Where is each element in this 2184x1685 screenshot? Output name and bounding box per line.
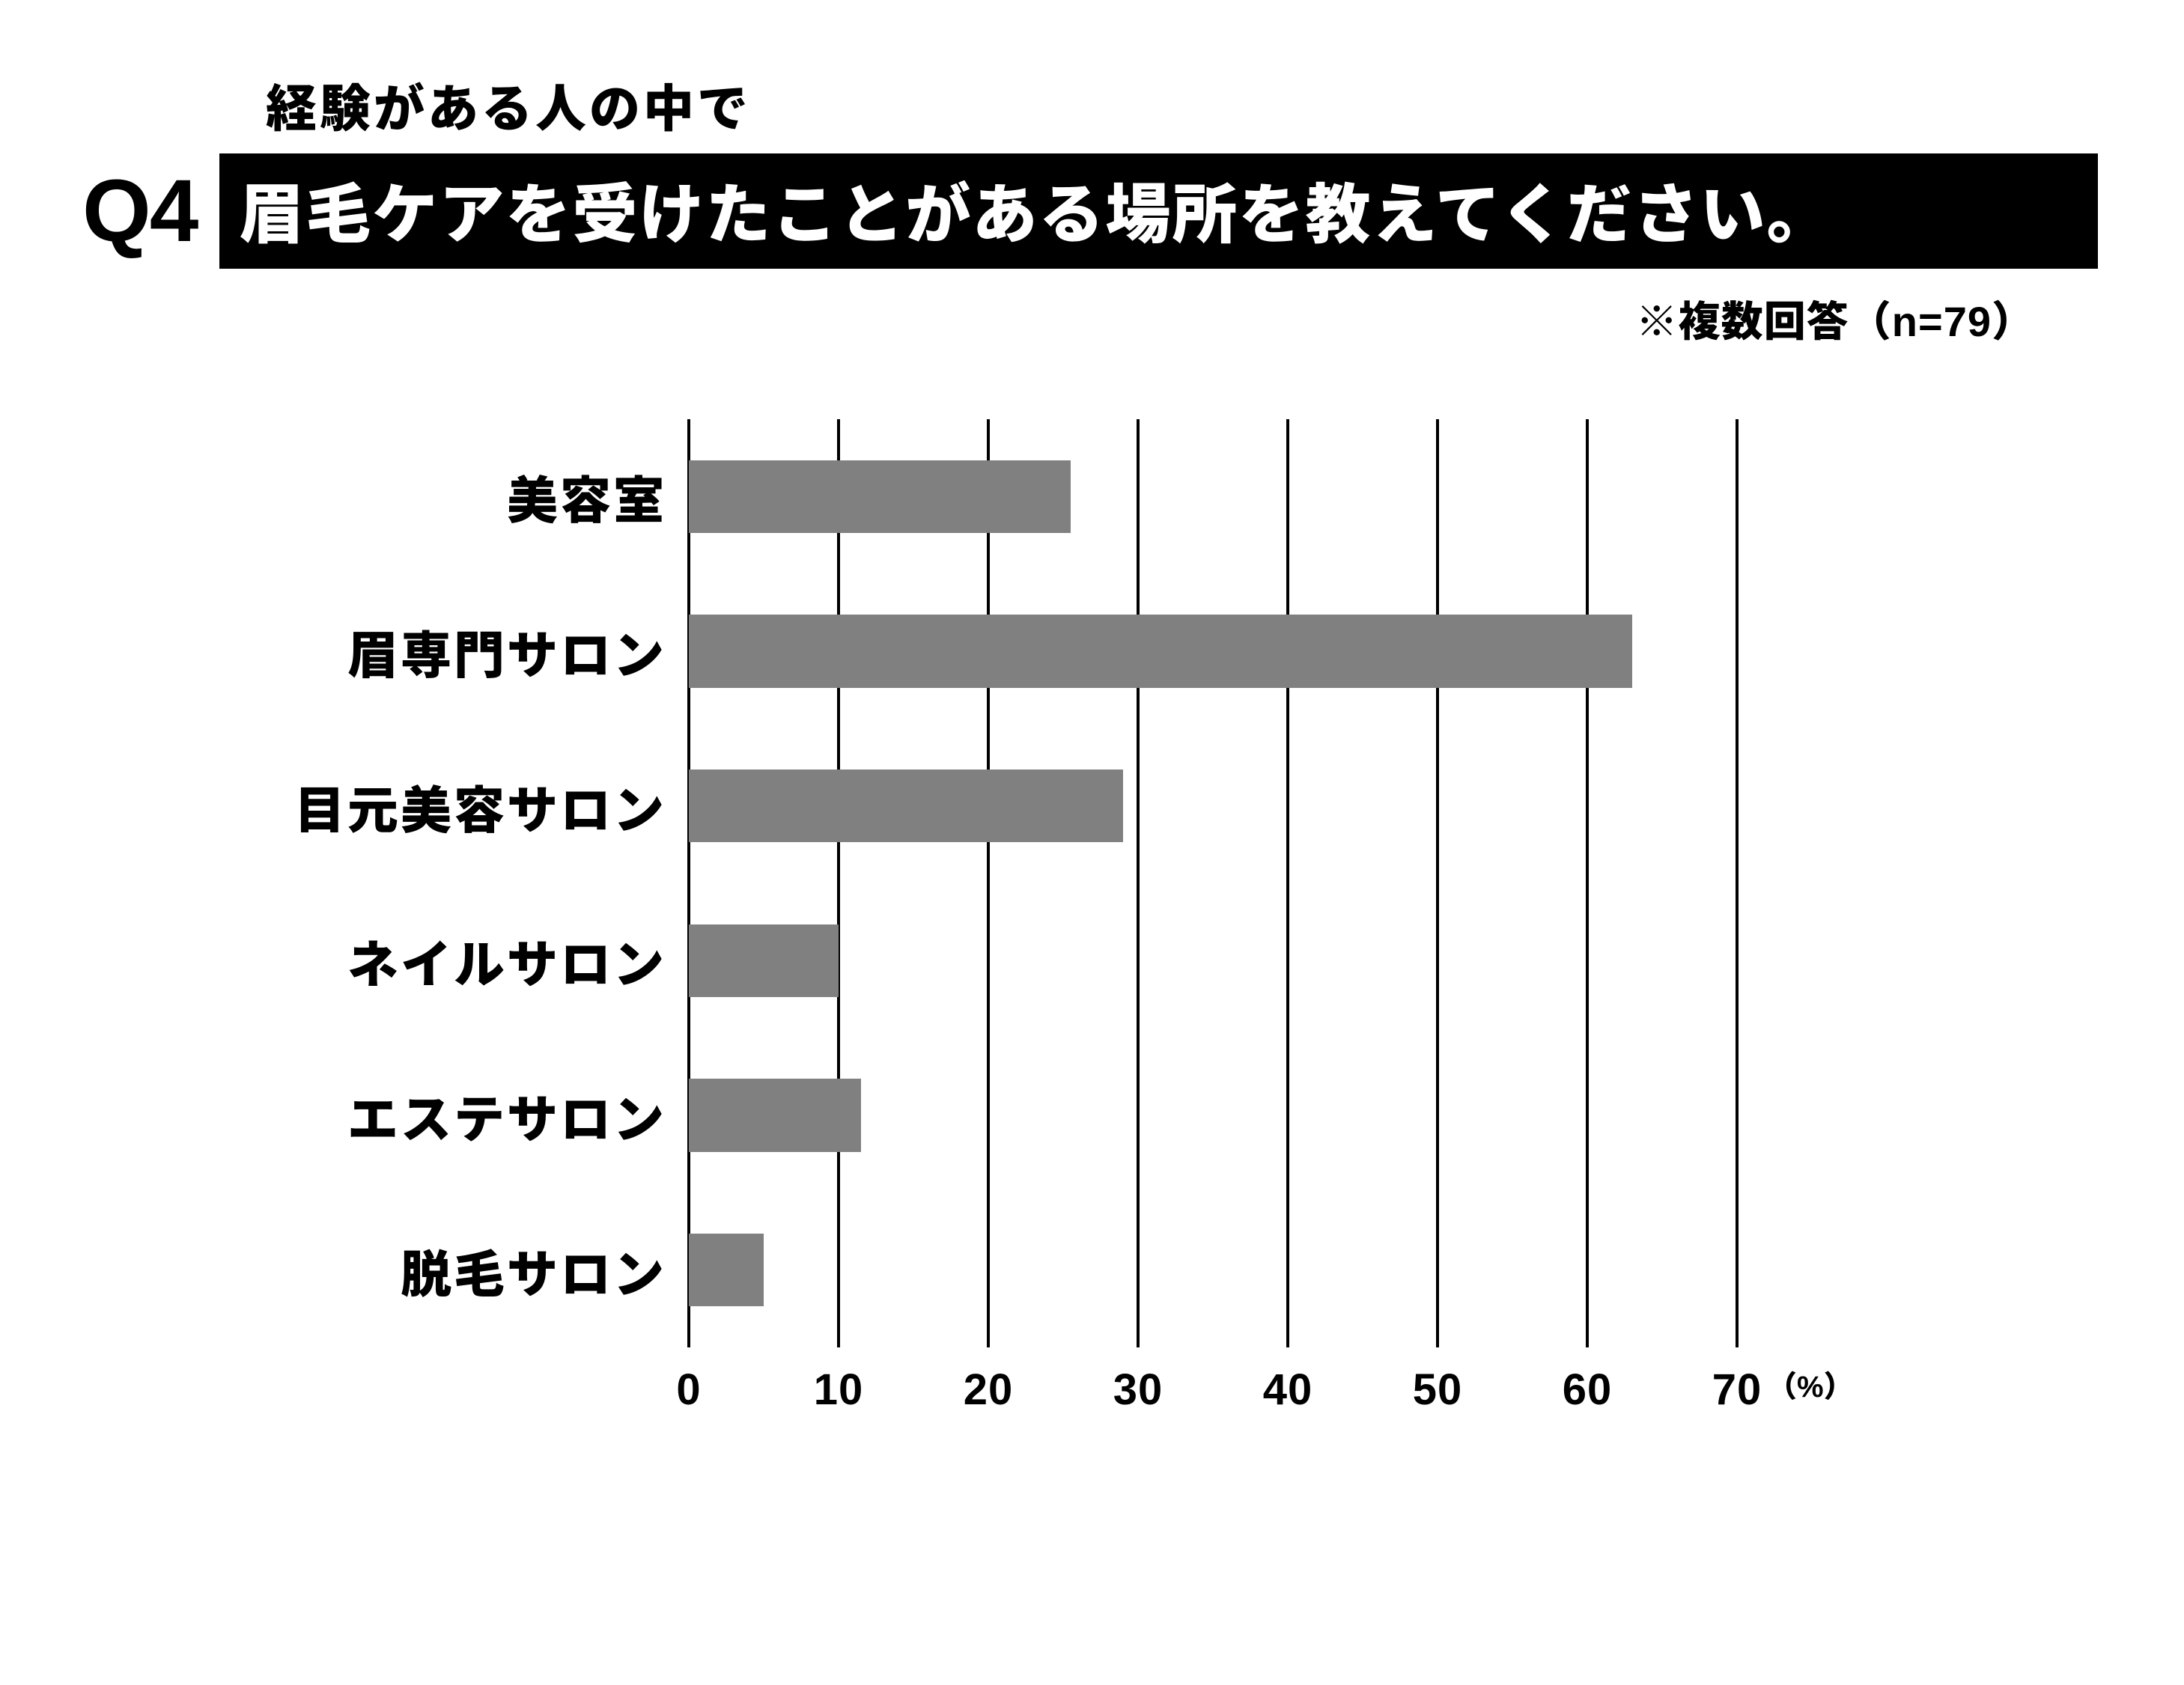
bar — [689, 1079, 861, 1151]
gridline — [987, 419, 990, 1347]
xaxis-tick-label: 10 — [814, 1365, 864, 1415]
gridline — [1436, 419, 1439, 1347]
category-label: ネイルサロン — [225, 924, 666, 998]
xaxis-tick-label: 20 — [964, 1365, 1014, 1415]
xaxis-tick-label: 70 — [1712, 1365, 1762, 1415]
gridline — [1137, 419, 1140, 1347]
bar — [689, 460, 1071, 533]
question-title-bar: 眉毛ケアを受けたことがある場所を教えてください。 — [219, 153, 2098, 269]
category-label: 眉専門サロン — [225, 615, 666, 689]
bar — [689, 615, 1632, 687]
gridline — [1286, 419, 1289, 1347]
category-label: 脱毛サロン — [225, 1233, 666, 1307]
question-title: 眉毛ケアを受けたことがある場所を教えてください。 — [239, 162, 1833, 257]
subnote: ※複数回答（n=79） — [1636, 288, 2034, 349]
question-row: Q4 眉毛ケアを受けたことがある場所を教えてください。 — [82, 153, 2098, 269]
category-label: エステサロン — [225, 1079, 666, 1153]
gridline — [1586, 419, 1589, 1347]
category-label: 目元美容サロン — [225, 769, 666, 843]
xaxis-unit-label: （%） — [1767, 1362, 1854, 1406]
xaxis-tick-label: 60 — [1563, 1365, 1613, 1415]
pretitle: 経験がある人の中で — [266, 67, 751, 141]
bar — [689, 770, 1123, 842]
question-number: Q4 — [82, 153, 219, 269]
xaxis-tick-label: 40 — [1263, 1365, 1313, 1415]
gridline — [1736, 419, 1739, 1347]
bar — [689, 924, 839, 997]
bar — [689, 1234, 764, 1306]
xaxis-tick-label: 30 — [1113, 1365, 1164, 1415]
page-root: 経験がある人の中で Q4 眉毛ケアを受けたことがある場所を教えてください。 ※複… — [0, 0, 2184, 1685]
xaxis-tick-label: 50 — [1413, 1365, 1463, 1415]
xaxis-tick-label: 0 — [676, 1365, 701, 1415]
gridline — [837, 419, 840, 1347]
category-label: 美容室 — [225, 460, 666, 534]
plot-area — [689, 419, 1737, 1347]
bar-chart: 010203040506070（%）美容室眉専門サロン目元美容サロンネイルサロン… — [225, 419, 1812, 1467]
gridline — [687, 419, 690, 1347]
